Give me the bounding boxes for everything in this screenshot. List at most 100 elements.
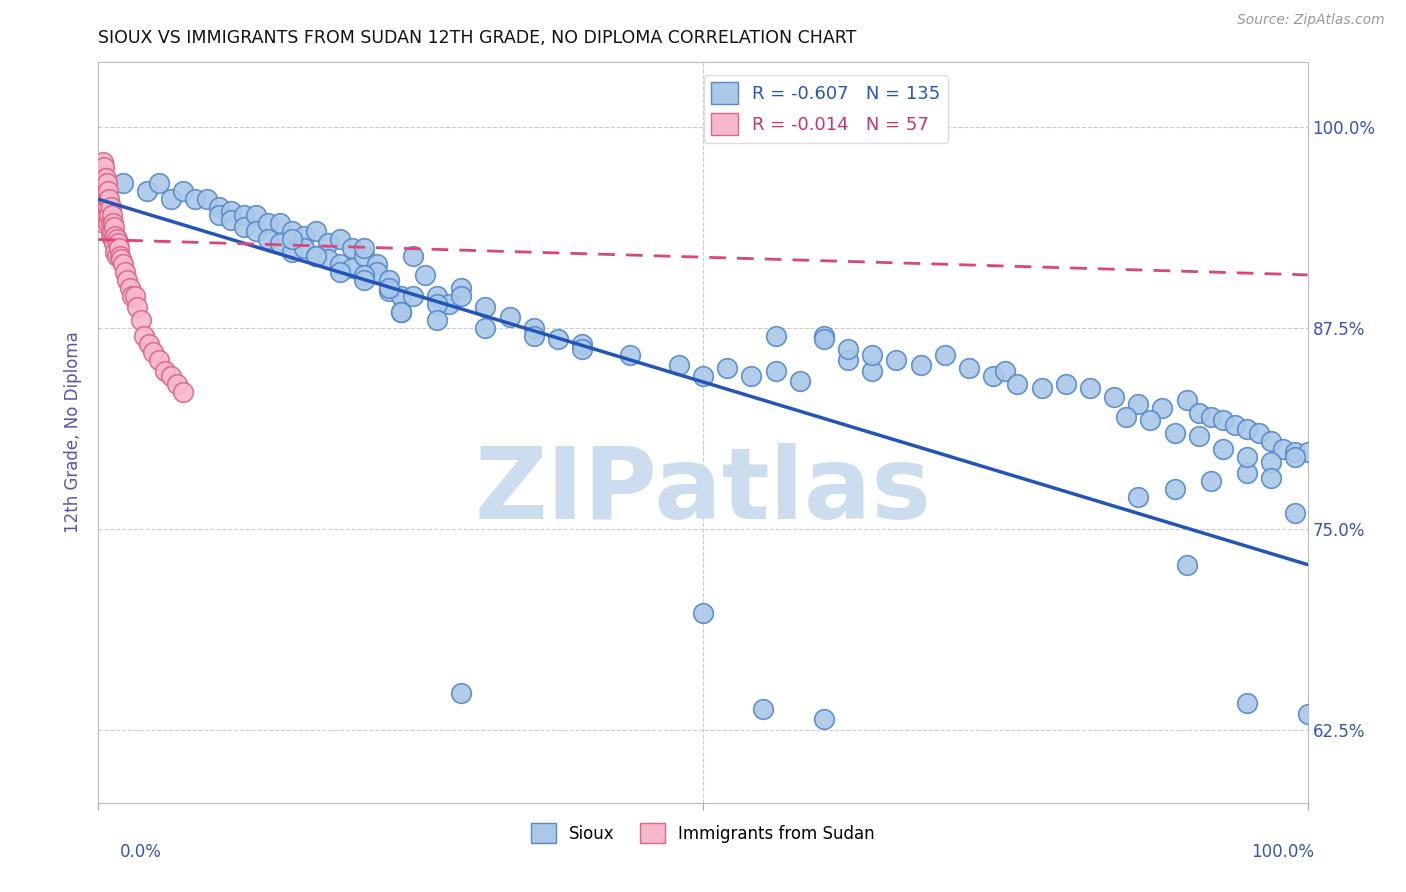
Point [1199,409,1222,424]
Point [121,289,143,303]
Point [1212,442,1234,456]
Point [232,208,254,222]
Point [981,369,1004,384]
Point [1139,413,1161,427]
Point [93,216,115,230]
Point [98,192,121,206]
Point [1284,450,1306,464]
Point [117,273,139,287]
Point [789,374,811,388]
Point [148,176,170,190]
Point [292,229,315,244]
Point [124,289,146,303]
Point [91,176,114,190]
Point [668,358,690,372]
Point [523,329,546,343]
Point [101,216,124,230]
Point [97,200,120,214]
Point [108,249,131,263]
Point [1236,422,1258,436]
Point [813,332,835,346]
Point [813,712,835,726]
Point [305,249,328,263]
Point [221,213,243,227]
Point [108,241,131,255]
Point [329,232,352,246]
Point [94,171,117,186]
Point [91,160,114,174]
Point [1296,707,1319,722]
Point [1272,442,1295,456]
Point [93,200,115,214]
Point [474,300,496,314]
Point [450,281,472,295]
Point [1188,429,1211,443]
Point [93,160,115,174]
Point [571,342,593,356]
Point [256,232,278,246]
Point [1128,397,1150,411]
Point [148,353,170,368]
Point [1031,380,1053,394]
Point [104,229,127,244]
Point [752,702,775,716]
Point [498,310,520,324]
Point [100,229,122,244]
Point [837,342,859,356]
Point [1128,490,1150,504]
Point [105,232,128,246]
Point [716,361,738,376]
Point [129,313,152,327]
Point [389,305,412,319]
Point [523,321,546,335]
Point [353,268,375,282]
Point [93,187,115,202]
Point [342,261,364,276]
Point [813,329,835,343]
Point [208,208,231,222]
Point [1223,417,1246,432]
Point [91,168,114,182]
Point [765,364,787,378]
Point [100,200,122,214]
Point [353,249,375,263]
Point [100,224,122,238]
Point [402,249,425,263]
Point [547,332,569,346]
Point [232,219,254,234]
Point [105,249,128,263]
Point [166,377,188,392]
Point [426,313,449,327]
Point [245,208,267,222]
Point [110,252,132,266]
Point [692,606,714,620]
Point [765,329,787,343]
Point [100,208,122,222]
Point [377,284,399,298]
Point [316,252,339,266]
Point [426,297,449,311]
Point [94,213,117,227]
Point [1236,466,1258,480]
Text: 0.0%: 0.0% [120,843,162,861]
Point [692,369,714,384]
Point [366,265,388,279]
Text: Source: ZipAtlas.com: Source: ZipAtlas.com [1237,13,1385,28]
Point [93,176,115,190]
Point [118,281,141,295]
Point [91,155,114,169]
Point [1152,401,1174,416]
Point [860,364,883,378]
Point [91,171,114,186]
Point [1284,445,1306,459]
Point [994,364,1017,378]
Point [1163,425,1185,440]
Point [103,235,125,250]
Point [97,184,120,198]
Point [619,348,641,362]
Point [1199,474,1222,488]
Point [135,184,157,198]
Point [342,241,364,255]
Point [208,200,231,214]
Point [1296,445,1319,459]
